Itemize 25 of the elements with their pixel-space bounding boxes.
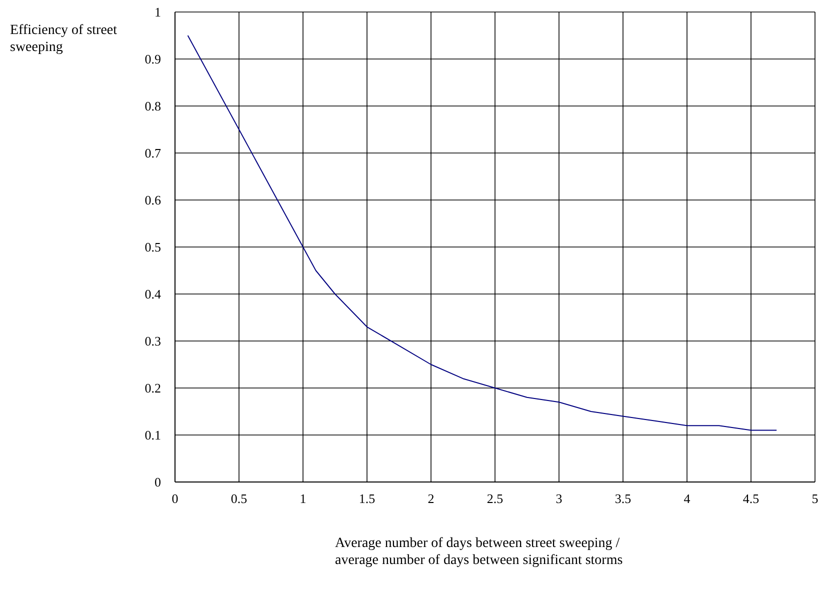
y-tick-label: 0.5 bbox=[144, 240, 161, 255]
y-tick-label: 0.3 bbox=[144, 334, 161, 349]
x-tick-label: 0.5 bbox=[230, 491, 248, 506]
x-tick-label: 1 bbox=[300, 491, 306, 506]
x-tick-label: 4 bbox=[684, 491, 691, 506]
y-axis-title: Efficiency of street sweeping bbox=[10, 22, 118, 56]
x-axis-title: Average number of days between street sweeping / average number of days between significant storms bbox=[335, 535, 624, 569]
y-tick-label: 0.2 bbox=[144, 380, 161, 396]
x-tick-label: 2.5 bbox=[486, 491, 504, 506]
y-tick-label: 0.9 bbox=[144, 52, 161, 67]
y-tick-label: 1 bbox=[154, 4, 161, 20]
y-tick-label: 0.4 bbox=[144, 286, 162, 302]
x-tick-label: 3 bbox=[556, 491, 562, 506]
x-tick-label: 3.5 bbox=[614, 491, 632, 506]
x-tick-label: 1.5 bbox=[358, 491, 376, 506]
y-tick-label: 0.8 bbox=[144, 98, 161, 114]
x-tick-label: 4.5 bbox=[742, 491, 760, 506]
x-tick-label: 5 bbox=[812, 491, 818, 506]
y-tick-label: 0.7 bbox=[144, 146, 162, 161]
line-series bbox=[187, 35, 778, 431]
y-tick-label: 0.6 bbox=[144, 192, 162, 208]
x-tick-label: 0 bbox=[172, 491, 178, 506]
x-tick-label: 2 bbox=[428, 491, 434, 506]
y-tick-label: 0.1 bbox=[144, 428, 161, 443]
y-tick-label: 0 bbox=[154, 474, 161, 490]
